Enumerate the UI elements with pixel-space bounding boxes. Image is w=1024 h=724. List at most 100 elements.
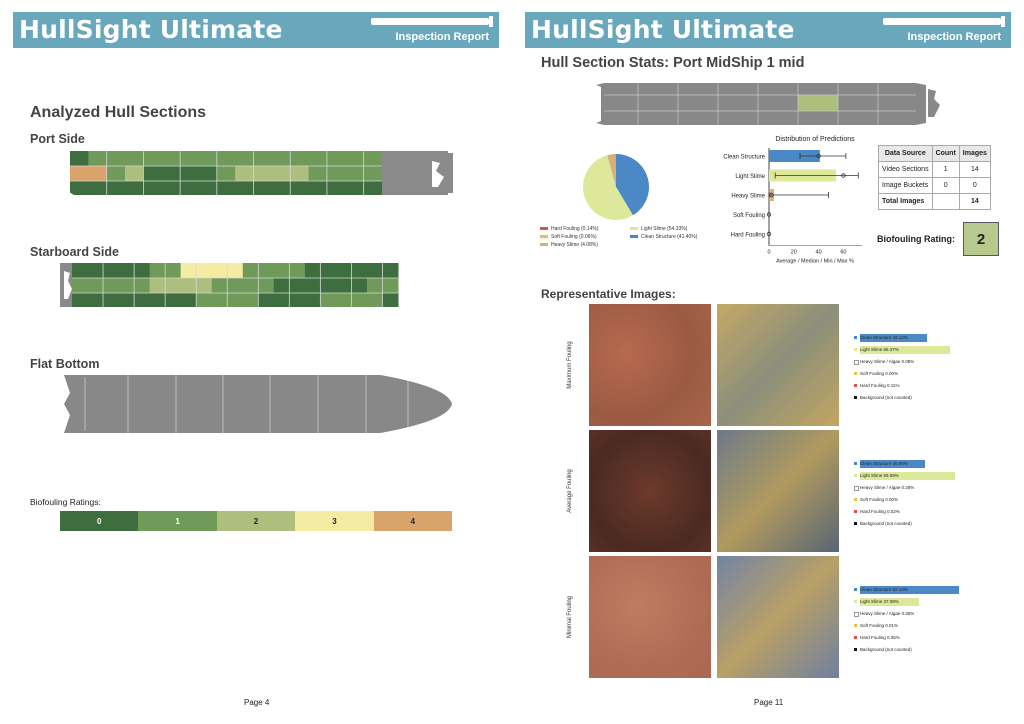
legend-text: Light Slime 37.08% [860,599,899,604]
table-cell: 1 [931,161,960,178]
hull-cell [366,293,383,307]
header-banner: HullSight Ultimate Inspection Report [525,12,1011,48]
segmentation-legend-item: Clean Structure 62.13% [854,584,960,596]
hull-cell [134,278,151,293]
rating-swatch-1: 1 [138,511,217,531]
legend-dot [854,510,857,513]
legend-bar [860,334,928,342]
category-label: Light Slime [735,174,765,180]
hull-cell [290,151,310,166]
segmentation-legend-item: Heavy Slime / Algae 0.08% [854,356,954,368]
segmentation-legend-item: Background (not counted) [854,518,954,530]
distribution-chart: Distribution of Predictions Clean Structu… [723,136,862,265]
hull-cell [273,263,290,278]
legend-text: Clean Structure (41.40%) [641,234,698,240]
legend-dot [854,336,857,339]
category-label: Heavy Slime [731,194,765,200]
segmentation-legend-item: Heavy Slime / Algae 0.28% [854,482,954,494]
legend-text: Light Slime (54.33%) [641,226,688,232]
hull-cell [382,278,399,293]
segmentation-legend-item: Clean Structure 42.12% [854,332,954,344]
median-marker [816,153,821,159]
hull-cell [72,263,89,278]
redacted-field [883,16,1005,27]
hull-cell [366,278,383,293]
rating-swatch-4: 4 [373,511,453,531]
hull-cell [134,263,151,278]
hull-cell [351,278,368,293]
x-tick-label: 0 [767,250,770,256]
table-row: Image Buckets 0 0 [878,177,991,194]
hull-cell [165,263,182,278]
hull-cell [180,278,197,293]
pie-legend-item: Hard Fouling (0.14%) [540,226,599,232]
hull-cell [106,166,126,181]
legend-text: Light Slime 56.37% [860,347,899,352]
median-marker [766,212,772,217]
port-side-label: Port Side [30,132,85,146]
hull-cell [216,151,236,166]
legend-text: Hard Fouling (0.14%) [551,226,599,232]
hull-cell [211,263,228,278]
hull-cell [351,263,368,278]
hull-cell [308,181,328,195]
hull-cell [103,293,120,307]
legend-text: Heavy Slime / Algae 0.08% [860,359,915,364]
category-label: Soft Fouling [733,213,765,219]
hull-photo-segmented [717,556,839,678]
table-cell: Total Images [878,193,933,210]
hull-cell [196,278,213,293]
biofouling-rating-label: Biofouling Rating: [877,234,955,244]
hull-cell [242,263,259,278]
hull-cell [165,293,182,307]
hull-cell [242,293,259,307]
hull-cell [308,151,328,166]
hull-cell [326,181,346,195]
hull-cell [125,166,144,181]
hull-cell [363,166,382,181]
hull-cell [290,166,310,181]
data-source-table: Data Source Count Images Video Sections … [878,145,991,210]
legend-dot [854,396,857,399]
hull-cell [366,263,383,278]
legend-text: Heavy Slime (4.08%) [551,242,598,248]
x-tick-label: 40 [816,250,822,256]
hull-cell [211,293,228,307]
hull-cell [227,263,244,278]
hull-cell [335,278,352,293]
segmentation-legend: Clean Structure 40.65% Light Slime 59.08%… [854,458,955,530]
hull-cell [125,181,144,195]
page-heading: Analyzed Hull Sections [30,104,207,121]
segmentation-legend-item: Hard Fouling 0.11% [854,380,954,392]
legend-dot [854,588,857,591]
predictions-pie-chart [583,154,649,220]
category-label: Hard Fouling [731,233,765,239]
starboard-side-label: Starboard Side [30,245,119,259]
table-row: Total Images 14 [878,193,991,210]
median-marker [769,192,774,198]
table-cell: 0 [958,177,991,194]
legend-bar [860,598,920,606]
hull-cell [88,181,108,195]
hull-cell [289,278,306,293]
hull-cell [72,293,89,307]
legend-dot [854,462,857,465]
table-cell: Image Buckets [878,177,933,194]
hull-cell [103,278,120,293]
legend-bar [860,346,951,354]
rating-swatch-3: 3 [295,511,374,531]
hull-cell [161,181,181,195]
hull-cell [161,166,181,181]
legend-swatch [630,227,638,231]
segmentation-legend-item: Heavy Slime / Algae 0.35% [854,608,954,620]
hull-cell [216,181,236,195]
report-page-11: HullSight Ultimate Inspection Report Hul… [512,0,1024,724]
pie-slice-clean-structure [616,154,649,216]
representative-images-heading: Representative Images: [541,287,676,301]
legend-dot [854,624,857,627]
segmentation-legend-item: Soft Fouling 0.01% [854,620,954,632]
report-page-4: HullSight Ultimate Inspection Report Ana… [13,12,499,707]
legend-dot [854,600,857,603]
hull-cell [70,166,89,181]
page-number: Page 4 [244,698,270,707]
